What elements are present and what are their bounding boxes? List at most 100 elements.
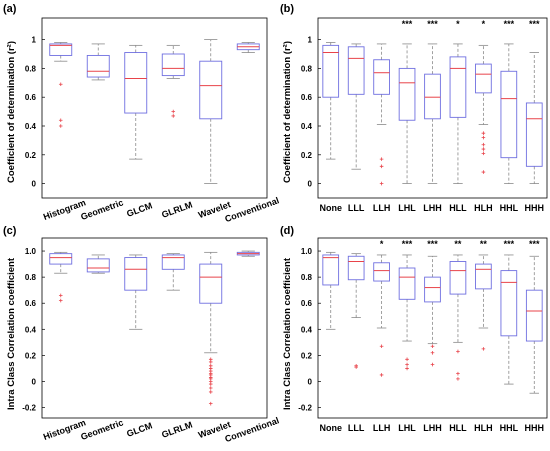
box-iqr [475, 263, 492, 290]
significance-marker: *** [402, 239, 413, 249]
x-tick-label: GLRLM [160, 200, 193, 220]
outlier-point [481, 347, 486, 351]
box-iqr [124, 52, 148, 114]
outlier-point [405, 366, 409, 371]
significance-marker: *** [529, 19, 540, 29]
box-iqr [161, 254, 185, 270]
x-tick-label: HHL [500, 203, 519, 213]
box-iqr [199, 60, 223, 120]
y-tick-label: 0.6 [301, 299, 313, 308]
y-tick-label: 1 [308, 36, 313, 45]
y-tick-label: 0.6 [25, 93, 37, 102]
x-tick-label: Histogram [42, 417, 87, 442]
y-tick-label: 0.2 [25, 151, 37, 160]
y-tick-label: 0.4 [25, 122, 37, 131]
box-iqr [124, 257, 148, 291]
outlier-point [58, 293, 63, 298]
x-tick-label: HLL [449, 203, 467, 213]
outlier-point [456, 349, 460, 354]
outlier-point [405, 362, 409, 367]
x-tick-label: GLCM [125, 200, 153, 218]
x-tick-label: LHH [423, 423, 442, 433]
outlier-point [379, 157, 384, 161]
x-tick-label: HLH [474, 203, 493, 213]
panel-label-a: (a) [3, 3, 17, 15]
significance-marker: *** [504, 19, 515, 29]
box-iqr [424, 73, 441, 120]
box-iqr [500, 270, 518, 337]
outlier-point [379, 164, 384, 169]
box-iqr [86, 258, 110, 273]
outlier-point [481, 151, 486, 156]
x-tick-label: LLL [348, 203, 365, 213]
box-iqr [49, 253, 73, 265]
x-tick-label: LLH [373, 203, 391, 213]
outlier-point [208, 390, 213, 394]
panel-c: (c) Intra Class Correlation coefficient … [3, 225, 280, 444]
y-tick-label: 0 [308, 377, 313, 386]
y-tick-label: -0.2 [22, 404, 36, 413]
box-iqr [398, 67, 416, 121]
significance-marker: * [380, 239, 384, 249]
x-tick-label: HLL [449, 423, 467, 433]
x-tick-label: HHL [500, 423, 519, 433]
y-tick-label: 1.0 [301, 247, 313, 256]
y-tick-label: 0.6 [301, 93, 313, 102]
x-tick-label: GLRLM [160, 420, 193, 440]
x-tick-label: LLL [348, 423, 365, 433]
significance-marker: *** [402, 19, 413, 29]
outlier-point [354, 365, 358, 369]
x-tick-label: LLH [373, 423, 391, 433]
outlier-point [481, 147, 486, 151]
plot-b: 0 0.2 0.4 0.6 0.8 1 None LLL LLH *** LHL *** LHH * HLL… [301, 17, 548, 213]
plot-frame [317, 17, 548, 199]
x-tick-label: GLCM [125, 420, 153, 438]
x-tick-label: LHH [423, 203, 442, 213]
y-tick-label: 1.0 [25, 247, 37, 256]
outlier-point [58, 118, 63, 123]
y-tick-label: 0.4 [301, 122, 313, 131]
outlier-point [456, 371, 460, 376]
box-iqr [398, 267, 416, 300]
box-iqr [199, 263, 223, 304]
x-tick-label: HHH [525, 203, 545, 213]
outlier-point [171, 114, 176, 118]
significance-marker: ** [480, 239, 488, 249]
plot-frame [41, 17, 268, 199]
box-iqr [49, 43, 73, 56]
x-tick-label: Geometric [79, 417, 124, 442]
outlier-point [58, 298, 63, 303]
box-iqr [449, 56, 467, 118]
y-tick-label: 0 [32, 180, 37, 189]
outlier-point [379, 344, 384, 349]
box-iqr [449, 261, 467, 295]
significance-marker: *** [427, 239, 438, 249]
y-tick-label: 0 [32, 377, 37, 386]
outlier-point [481, 131, 486, 135]
panel-a: (a) Coefficient of determination (r²) 0 0… [3, 3, 280, 224]
x-tick-label: None [319, 203, 342, 213]
significance-marker: *** [529, 239, 540, 249]
box-iqr [373, 262, 390, 282]
box-iqr [525, 102, 543, 167]
x-tick-label: HLH [474, 423, 493, 433]
y-tick-label: 0.8 [301, 64, 313, 73]
outlier-point [58, 124, 63, 128]
box-iqr [322, 44, 340, 98]
outlier-point [208, 386, 213, 390]
significance-marker: *** [427, 19, 438, 29]
box-iqr [322, 254, 340, 286]
plot-frame [317, 237, 548, 419]
y-tick-label: 0.4 [25, 325, 37, 334]
outlier-point [379, 181, 384, 186]
box-iqr [373, 59, 390, 95]
outlier-point [379, 373, 384, 377]
significance-marker: ** [454, 239, 462, 249]
y-axis-label-b: Coefficient of determination (r²) [282, 41, 293, 183]
y-tick-label: 0.8 [301, 273, 313, 282]
x-tick-label: Histogram [42, 197, 87, 222]
outlier-point [481, 142, 486, 147]
y-axis-label-a: Coefficient of determination (r²) [6, 41, 17, 183]
